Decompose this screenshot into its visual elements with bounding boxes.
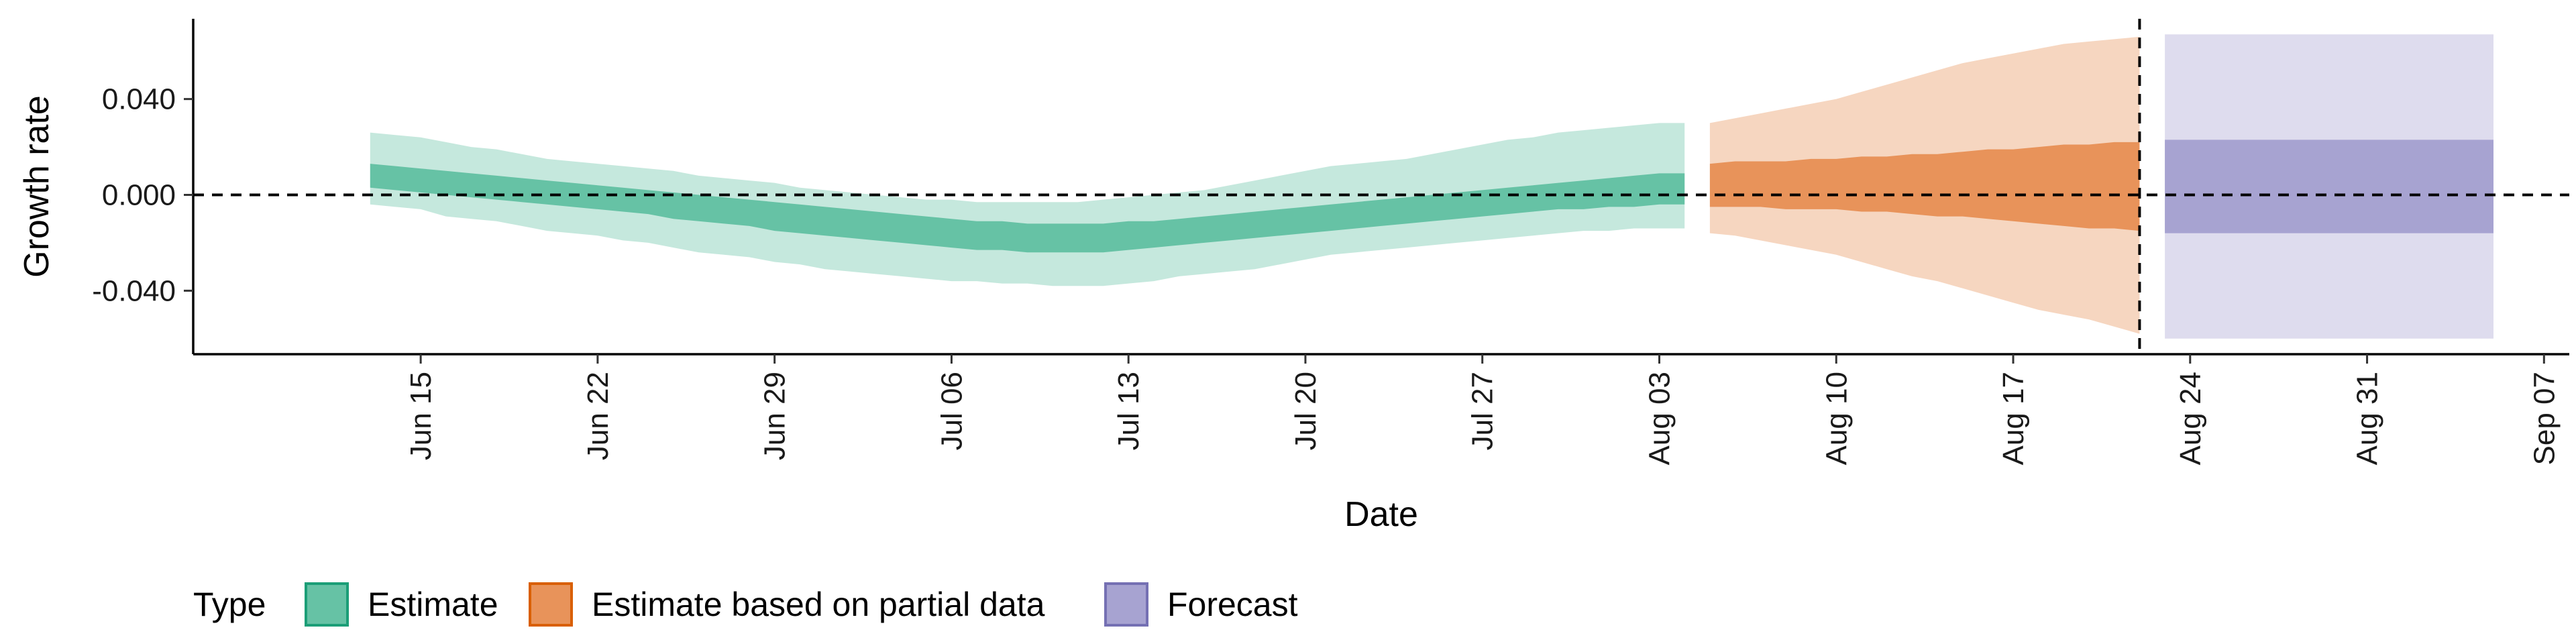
legend-key-2 <box>1104 582 1148 627</box>
legend-key-0 <box>305 582 349 627</box>
legend: Type Estimate Estimate based on partial d… <box>193 582 1298 627</box>
x-tick-label: Jul 20 <box>1289 372 1322 450</box>
x-tick-label: Aug 03 <box>1644 372 1676 465</box>
band-90-0 <box>370 123 1685 286</box>
x-tick-label: Aug 31 <box>2351 372 2384 465</box>
x-tick-label: Jun 22 <box>582 372 614 460</box>
ribbon-layer <box>370 34 2493 339</box>
x-tick-label: Aug 24 <box>2174 372 2207 465</box>
x-tick-label: Jun 29 <box>759 372 792 460</box>
band-50-0 <box>370 164 1685 253</box>
x-tick-label: Jun 15 <box>405 372 437 460</box>
axes <box>192 19 2569 356</box>
legend-label-1: Estimate based on partial data <box>592 586 1045 623</box>
y-tick-label: 0.040 <box>102 83 176 116</box>
legend-title: Type <box>193 586 266 623</box>
tick-layer: -0.040 0.000 0.040 Jun 15 Jun 22 Jun 29 Jul 06… <box>92 83 2561 466</box>
y-tick-label: -0.040 <box>92 274 176 307</box>
x-axis-title: Date <box>1344 495 1418 534</box>
reference-lines <box>193 19 2569 354</box>
legend-label-2: Forecast <box>1167 586 1298 623</box>
x-tick-label: Aug 10 <box>1820 372 1853 465</box>
y-axis-title: Growth rate <box>17 95 56 278</box>
x-tick-label: Jul 13 <box>1112 372 1145 450</box>
band-50-2 <box>2165 140 2493 233</box>
legend-label-0: Estimate <box>368 586 498 623</box>
legend-key-1 <box>529 582 573 627</box>
band-50-1 <box>1709 142 2140 231</box>
y-tick-label: 0.000 <box>102 179 176 212</box>
x-tick-label: Jul 06 <box>935 372 968 450</box>
x-tick-label: Aug 17 <box>1997 372 2030 465</box>
x-tick-label: Jul 27 <box>1466 372 1499 450</box>
x-tick-label: Sep 07 <box>2528 372 2561 465</box>
